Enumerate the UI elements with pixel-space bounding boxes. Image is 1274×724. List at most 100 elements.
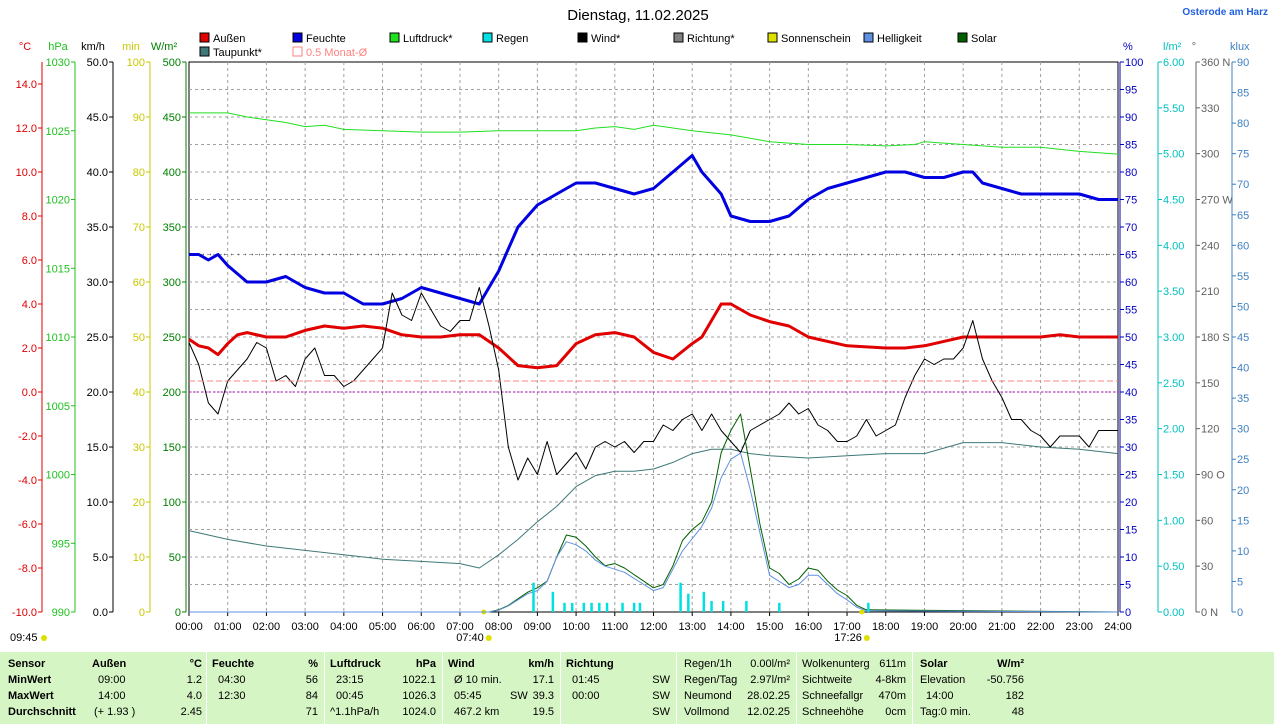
axis-tick-label-pressure: 1015 [46, 263, 70, 275]
axis-unit-humidity: % [1123, 41, 1133, 53]
stats-sichtweite-label: Sichtweite [802, 674, 853, 686]
stats-feuchte-unit: % [308, 658, 318, 670]
stats-min-label: MinWert [8, 674, 52, 686]
x-tick-label: 05:00 [369, 621, 397, 633]
legend-swatch [767, 32, 778, 43]
axis-tick-label-wind: 20.0 [87, 387, 108, 399]
axis-tick-label-humidity: 95 [1125, 85, 1137, 97]
stats-solar-day-label: Tag:0 min. [920, 706, 971, 718]
stats-solar: Solar W/m² Elevation -50.756 14:00 182 Tag:… [918, 652, 1026, 724]
axis-tick-label-temp: 4.0 [22, 299, 37, 311]
statistics-panel: Sensor MinWert MaxWert Durchschnitt Auße… [0, 652, 1274, 724]
stats-wind-unit: km/h [528, 658, 554, 670]
axis-tick-label-wind: 0.0 [93, 607, 108, 619]
x-tick-label: 12:00 [640, 621, 668, 633]
stats-aussen-trend: (+ 1.93 ) [94, 706, 136, 718]
axis-tick-label-humidity: 90 [1125, 112, 1137, 124]
axis-tick-label-sunmin: 80 [133, 167, 145, 179]
stats-richtung-avg-value: SW [652, 706, 670, 718]
axis-tick-label-sunmin: 90 [133, 112, 145, 124]
series-line-feuchte [189, 154, 1118, 306]
current-time-label: 09:45 [10, 632, 38, 644]
x-tick-label: 09:00 [524, 621, 552, 633]
legend-swatch [199, 32, 210, 43]
axis-tick-label-wind: 10.0 [87, 497, 108, 509]
axis-tick-label-sunmin: 70 [133, 222, 145, 234]
x-tick-label: 15:00 [756, 621, 784, 633]
stats-luftdruck-header: Luftdruck [330, 658, 381, 670]
axis-tick-label-direction: 210 [1201, 286, 1219, 298]
axis-tick-label-lux: 25 [1237, 454, 1249, 466]
stats-max-label: MaxWert [8, 690, 54, 702]
axis-tick-label-wind: 25.0 [87, 332, 108, 344]
legend-label: Taupunkt* [213, 47, 263, 59]
axis-tick-label-lux: 90 [1237, 57, 1249, 69]
stats-wind-distance: 467.2 km [454, 706, 500, 718]
series-line-helligkeit [189, 452, 1119, 613]
axis-tick-label-wind: 15.0 [87, 442, 108, 454]
sunset-icon [863, 635, 870, 641]
axis-tick-label-direction: 90 O [1201, 470, 1225, 482]
axis-tick-label-sunmin: 0 [139, 607, 145, 619]
legend-label: 0.5 Monat-Ø [306, 47, 368, 59]
stats-feuchte-header: Feuchte [212, 658, 255, 670]
axis-tick-label-direction: 240 [1201, 240, 1219, 252]
chart-title: Dienstag, 11.02.2025 [567, 7, 709, 24]
axis-tick-label-lux: 60 [1237, 240, 1249, 252]
stats-regen-1h-label: Regen/1h [684, 658, 732, 670]
legend-label: Außen [213, 33, 245, 45]
stats-elevation-value: -50.756 [986, 674, 1024, 686]
sun-icon [41, 635, 47, 641]
axis-tick-label-lux: 75 [1237, 149, 1249, 161]
axis-tick-label-rain: 1.00 [1163, 515, 1184, 527]
stats-separator [912, 652, 913, 724]
axis-tick-label-solar: 200 [163, 387, 181, 399]
x-tick-label: 19:00 [911, 621, 939, 633]
axis-tick-label-lux: 5 [1237, 576, 1243, 588]
stats-solar-day-value: 48 [1011, 706, 1024, 718]
axis-tick-label-rain: 5.50 [1163, 103, 1184, 115]
stats-separator [442, 652, 443, 724]
stats-wind-header: Wind [448, 658, 475, 670]
stats-luftdruck-unit: hPa [415, 658, 436, 670]
stats-aussen-min-value: 1.2 [186, 674, 202, 686]
axis-tick-label-solar: 300 [163, 277, 181, 289]
axis-tick-label-lux: 15 [1237, 515, 1249, 527]
axis-tick-label-direction: 360 N [1201, 57, 1230, 69]
x-tick-label: 00:00 [175, 621, 203, 633]
axis-tick-label-lux: 45 [1237, 332, 1249, 344]
axis-tick-label-sunmin: 100 [127, 57, 145, 69]
stats-luftdruck-max-value: 1026.3 [402, 690, 436, 702]
stats-vollmond-value: 12.02.25 [747, 706, 790, 718]
stats-avg-label: Durchschnitt [8, 706, 76, 718]
axis-tick-label-temp: 14.0 [16, 79, 37, 91]
stats-elevation-label: Elevation [920, 674, 966, 686]
x-tick-label: 16:00 [795, 621, 823, 633]
stats-luftdruck-max-time: 00:45 [336, 690, 364, 702]
legend-label: Wind* [591, 33, 621, 45]
stats-luftdruck-min-value: 1022.1 [402, 674, 436, 686]
axis-tick-label-lux: 0 [1237, 607, 1243, 619]
stats-vollmond-label: Vollmond [684, 706, 730, 718]
axis-tick-label-temp: -4.0 [18, 475, 37, 487]
stats-wind-max-dir: SW [510, 690, 528, 702]
axis-tick-label-humidity: 15 [1125, 525, 1137, 537]
weather-chart: Dienstag, 11.02.2025 Osterode am Harz Au… [10, 7, 1268, 644]
stats-feuchte-max-time: 12:30 [218, 690, 246, 702]
axis-tick-label-direction: 180 S [1201, 332, 1230, 344]
axis-unit-rain: l/m² [1163, 41, 1182, 53]
stats-sensor: Sensor MinWert MaxWert Durchschnitt [8, 652, 88, 724]
stats-separator [206, 652, 207, 724]
stats-feuchte-min-time: 04:30 [218, 674, 246, 686]
axis-tick-label-direction: 270 W [1201, 195, 1233, 207]
x-tick-label: 21:00 [988, 621, 1016, 633]
x-tick-label: 24:00 [1104, 621, 1132, 633]
stats-richtung: Richtung 01:45 SW 00:00 SW SW [566, 652, 672, 724]
axis-tick-label-temp: 8.0 [22, 211, 37, 223]
stats-richtung-max-time: 00:00 [572, 690, 600, 702]
stats-solar-unit: W/m² [997, 658, 1024, 670]
stats-richtung-max-value: SW [652, 690, 670, 702]
axis-tick-label-humidity: 0 [1125, 607, 1131, 619]
x-tick-label: 11:00 [601, 621, 628, 633]
axis-unit-lux: klux [1230, 41, 1250, 53]
